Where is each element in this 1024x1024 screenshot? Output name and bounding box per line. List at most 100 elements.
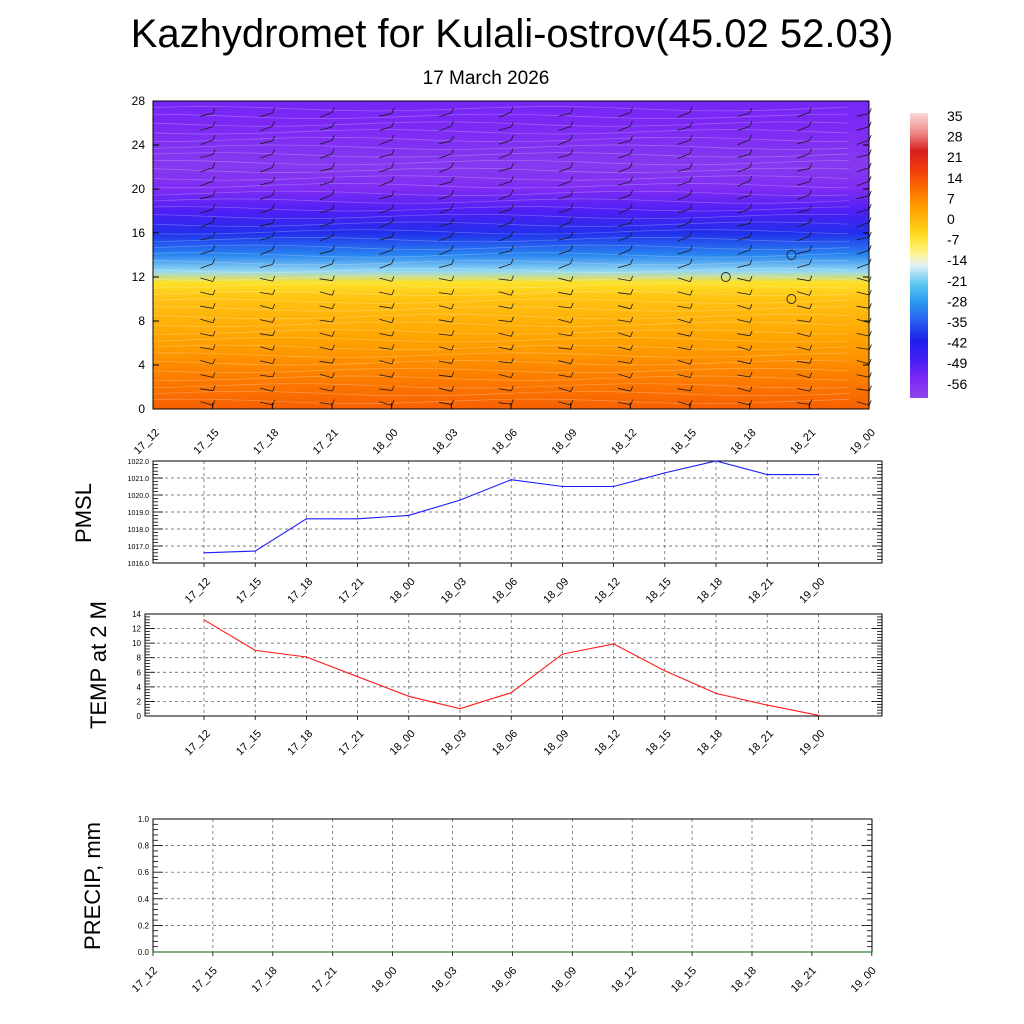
wind-barb [319,126,333,131]
pmsl-xtick-label: 18_09 [541,576,571,606]
wind-barb-flag [809,217,812,223]
heatmap-xtick-label: 17_18 [251,427,281,457]
wind-barb [856,126,870,131]
heatmap-ytick-label: 0 [138,402,145,416]
wind-barb-flag [212,162,216,168]
wind-barb-flag [869,303,872,309]
wind-barb [737,346,751,351]
wind-barb [319,263,333,269]
wind-barb-flag [510,331,514,337]
wind-barb-flag [630,399,634,405]
wind-barb-flag [511,385,514,392]
wind-barb [677,332,691,337]
wind-barb [379,360,393,365]
wind-barb-flag [809,204,813,210]
wind-barb-flag [510,217,514,223]
wind-barb-flag [212,372,216,378]
pmsl-point [817,474,820,476]
pmsl-xtick-label: 18_18 [695,576,725,606]
heatmap-xtick-label: 18_12 [609,427,639,457]
isotherm-line [152,314,850,320]
wind-barb [498,111,512,118]
isotherm-line [152,367,850,374]
wind-barb [796,250,810,255]
wind-barb-flag [868,121,872,127]
pmsl-xtick-label: 18_15 [644,576,674,606]
wind-barb-flag [391,162,395,168]
wind-barb [737,319,751,323]
wind-barb-flag [749,134,752,140]
temp2m-point [408,695,410,697]
wind-barb [200,208,214,214]
wind-barb-flag [749,371,753,378]
wind-barb-flag [868,400,872,406]
pmsl-xtick-label: 17_21 [336,576,366,606]
wind-barb [439,208,452,214]
wind-barb [558,347,572,350]
temp2m-point [459,708,461,710]
temp2m-point [817,714,820,716]
wind-barb-flag [332,316,335,323]
wind-barb-flag [689,107,693,113]
wind-barb [796,402,810,405]
wind-barb [319,373,333,379]
wind-barb [796,360,810,364]
wind-barb-flag [570,317,574,323]
wind-barb-flag [809,275,813,281]
pmsl-ytick-label: 1017.0 [128,544,150,551]
wind-barb-flag [809,303,813,309]
wind-barb [259,140,273,145]
isotherm-line [152,360,850,366]
wind-barb [618,249,631,256]
wind-barb-flag [212,358,216,365]
wind-barb-flag [272,135,276,141]
wind-barb [498,167,512,172]
wind-barb-flag [272,259,275,265]
wind-barb [558,291,572,296]
wind-barb-flag [630,372,633,379]
wind-barb [558,319,572,323]
pmsl-point [613,485,615,488]
wind-barb [617,402,631,405]
wind-barb-flag [331,290,335,296]
isotherm-line [152,352,850,358]
wind-barb [259,319,273,323]
wind-barb-flag [212,134,216,141]
wind-barb [259,346,273,351]
wind-barb-flag [749,244,753,251]
wind-barb-flag [809,163,813,169]
wind-barb [677,388,691,392]
wind-barb-flag [511,399,514,405]
wind-barb [558,387,572,393]
pmsl-ytick-label: 1016.0 [128,561,150,568]
wind-barb-flag [749,149,753,155]
wind-barb [379,401,393,406]
calm-wind-circle [786,250,797,260]
wind-barb [558,249,571,255]
wind-barb-flag [570,258,573,264]
wind-barb [379,263,392,269]
wind-barb [200,139,213,145]
wind-barb [319,402,333,405]
pmsl-xtick-label: 17_12 [183,576,213,606]
precip-ytick-label: 0.4 [138,895,150,904]
wind-barb-flag [332,303,335,309]
wind-barb-flag [869,372,872,378]
wind-barb [618,112,631,118]
pmsl-point [357,518,359,520]
wind-barb [498,319,512,323]
wind-barb [498,126,512,131]
precip-point [451,951,454,953]
calm-wind-circle [720,272,731,282]
wind-barb-flag [630,107,633,113]
wind-barb [498,222,512,228]
temp2m-point [254,649,256,652]
precip-point [392,951,394,953]
temp2m-xtick-label: 17_21 [336,728,366,758]
wind-barb [856,277,870,282]
wind-barb [200,195,214,200]
heatmap-xtick-label: 17_15 [191,427,221,457]
wind-barb [259,374,273,378]
wind-barb-flag [869,385,872,391]
wind-barb [677,277,691,283]
